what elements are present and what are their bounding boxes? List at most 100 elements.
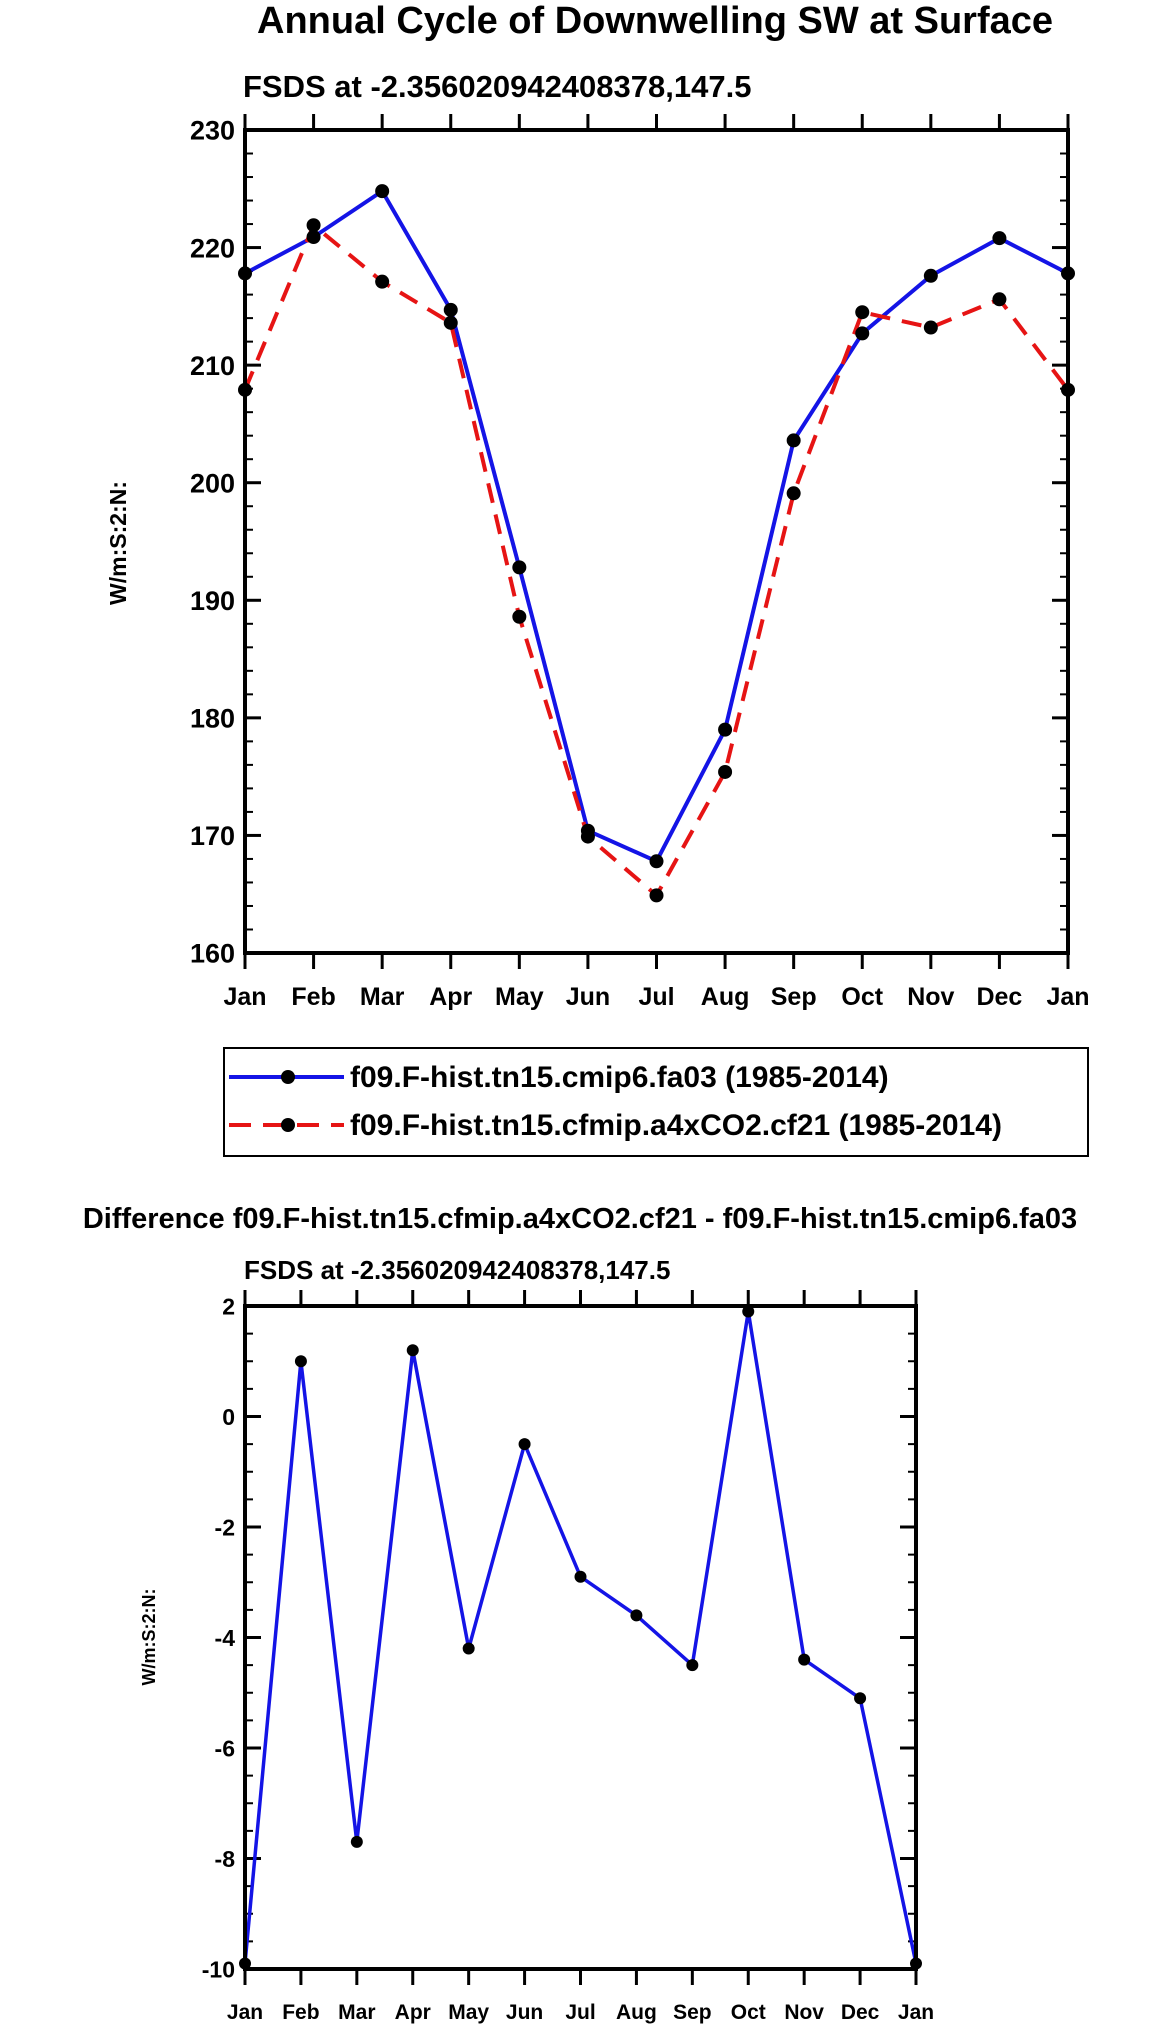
data-point bbox=[786, 433, 801, 448]
x-tick-label: Jan bbox=[223, 983, 266, 1011]
chart1-series-lines bbox=[243, 189, 1070, 898]
y-tick-label: 0 bbox=[222, 1404, 235, 1430]
x-tick-label: Dec bbox=[976, 983, 1022, 1011]
legend-entry-experiment: f09.F-hist.tn15.cfmip.a4xCO2.cf21 (1985-… bbox=[229, 1109, 1002, 1142]
chart2-title: Difference f09.F-hist.tn15.cfmip.a4xCO2.… bbox=[83, 1203, 1077, 1235]
x-tick-label: Jan bbox=[898, 2001, 934, 2024]
data-point bbox=[649, 854, 664, 869]
x-tick-label: Jun bbox=[566, 983, 610, 1011]
data-point bbox=[718, 722, 733, 737]
x-tick-label: Jun bbox=[506, 2001, 543, 2024]
chart2-ylabel: W/m:S:2:N: bbox=[139, 1589, 159, 1686]
y-tick-label: 220 bbox=[190, 233, 235, 263]
series-line-0 bbox=[244, 189, 1069, 864]
data-point bbox=[574, 1570, 587, 1583]
y-tick-label: 2 bbox=[222, 1293, 235, 1319]
series-line-1 bbox=[243, 223, 1070, 898]
data-point bbox=[855, 305, 870, 320]
x-tick-label: Jan bbox=[1046, 983, 1089, 1011]
y-tick-label: -8 bbox=[215, 1846, 236, 1872]
data-point bbox=[992, 292, 1007, 307]
data-point bbox=[375, 274, 390, 289]
chart1-markers bbox=[238, 184, 1075, 903]
data-point bbox=[854, 1692, 867, 1705]
legend: f09.F-hist.tn15.cmip6.fa03 (1985-2014) f… bbox=[223, 1047, 1089, 1157]
data-point bbox=[649, 888, 664, 903]
x-tick-label: Sep bbox=[673, 2001, 712, 2024]
x-tick-label: Mar bbox=[338, 2001, 375, 2024]
legend-entry-control: f09.F-hist.tn15.cmip6.fa03 (1985-2014) bbox=[229, 1061, 889, 1094]
data-point bbox=[855, 326, 870, 341]
data-point bbox=[375, 184, 390, 199]
x-tick-label: Apr bbox=[395, 2001, 431, 2024]
x-tick-label: Jan bbox=[227, 2001, 263, 2024]
y-tick-label: 160 bbox=[190, 939, 235, 969]
chart1-tick-labels: 160 170 180 190 200 210 220 230 Jan Feb Mar Apr May J… bbox=[190, 116, 1090, 1011]
data-point bbox=[512, 609, 527, 624]
data-point bbox=[742, 1305, 755, 1318]
x-tick-label: Aug bbox=[701, 983, 750, 1011]
data-point bbox=[518, 1438, 531, 1451]
chart2-ticks bbox=[243, 1290, 918, 1985]
data-point bbox=[512, 560, 527, 575]
chart2-subtitle: FSDS at -2.356020942408378,147.5 bbox=[244, 1255, 670, 1285]
data-point bbox=[306, 229, 321, 244]
x-tick-label: May bbox=[495, 983, 544, 1011]
x-tick-label: May bbox=[448, 2001, 489, 2024]
data-point bbox=[786, 486, 801, 501]
data-point bbox=[630, 1609, 643, 1622]
chart2-tick-labels: -10 -8 -6 -4 -2 0 2 Jan Feb Mar Apr May Jun Jul Aug Sep… bbox=[202, 1293, 934, 2024]
x-tick-label: Apr bbox=[429, 983, 472, 1011]
data-point bbox=[992, 231, 1007, 246]
x-tick-label: Sep bbox=[771, 983, 817, 1011]
x-tick-label: Mar bbox=[360, 983, 405, 1011]
y-tick-label: -2 bbox=[215, 1514, 235, 1540]
legend-label-control: f09.F-hist.tn15.cmip6.fa03 (1985-2014) bbox=[350, 1061, 889, 1094]
x-tick-label: Feb bbox=[282, 2001, 319, 2024]
y-tick-label: -4 bbox=[215, 1625, 236, 1651]
y-tick-label: -6 bbox=[215, 1735, 235, 1761]
legend-marker-experiment bbox=[281, 1118, 295, 1132]
data-point bbox=[923, 320, 938, 335]
x-tick-label: Nov bbox=[907, 983, 954, 1011]
data-point bbox=[306, 218, 321, 233]
data-point bbox=[406, 1344, 419, 1357]
chart1-ticks bbox=[243, 114, 1070, 969]
x-tick-label: Oct bbox=[841, 983, 883, 1011]
legend-box bbox=[223, 1047, 1089, 1157]
x-tick-label: Jul bbox=[638, 983, 674, 1011]
y-tick-label: 180 bbox=[190, 704, 235, 734]
chart1-title: Annual Cycle of Downwelling SW at Surfac… bbox=[257, 0, 1053, 42]
data-point bbox=[580, 829, 595, 844]
y-tick-label: 230 bbox=[190, 116, 235, 146]
annual-cycle-chart: Annual Cycle of Downwelling SW at Surfac… bbox=[105, 0, 1090, 1011]
data-point bbox=[462, 1642, 475, 1655]
data-point bbox=[350, 1835, 363, 1848]
chart2-series-lines bbox=[243, 1309, 918, 1964]
legend-marker-control bbox=[281, 1070, 295, 1084]
data-point bbox=[923, 268, 938, 283]
legend-label-experiment: f09.F-hist.tn15.cfmip.a4xCO2.cf21 (1985-… bbox=[350, 1109, 1002, 1142]
data-point bbox=[294, 1355, 307, 1368]
x-tick-label: Dec bbox=[841, 2001, 880, 2024]
data-point bbox=[443, 315, 458, 330]
data-point bbox=[686, 1659, 699, 1672]
x-tick-label: Feb bbox=[291, 983, 335, 1011]
data-point bbox=[718, 764, 733, 779]
difference-chart: Difference f09.F-hist.tn15.cfmip.a4xCO2.… bbox=[83, 1203, 1077, 2024]
series-line-0 bbox=[243, 1309, 918, 1964]
data-point bbox=[798, 1653, 811, 1666]
chart1-ylabel: W/m:S:2:N: bbox=[105, 481, 131, 605]
chart2-plot-frame bbox=[243, 1304, 918, 1971]
chart1-plot-frame bbox=[243, 128, 1070, 955]
x-tick-label: Aug bbox=[616, 2001, 657, 2024]
x-tick-label: Oct bbox=[731, 2001, 766, 2024]
x-tick-label: Jul bbox=[565, 2001, 595, 2024]
chart1-subtitle: FSDS at -2.356020942408378,147.5 bbox=[243, 69, 751, 104]
x-tick-label: Nov bbox=[784, 2001, 824, 2024]
chart2-markers bbox=[239, 1305, 922, 1970]
y-tick-label: 200 bbox=[190, 468, 235, 498]
y-tick-label: 190 bbox=[190, 586, 235, 616]
data-point bbox=[443, 302, 458, 317]
